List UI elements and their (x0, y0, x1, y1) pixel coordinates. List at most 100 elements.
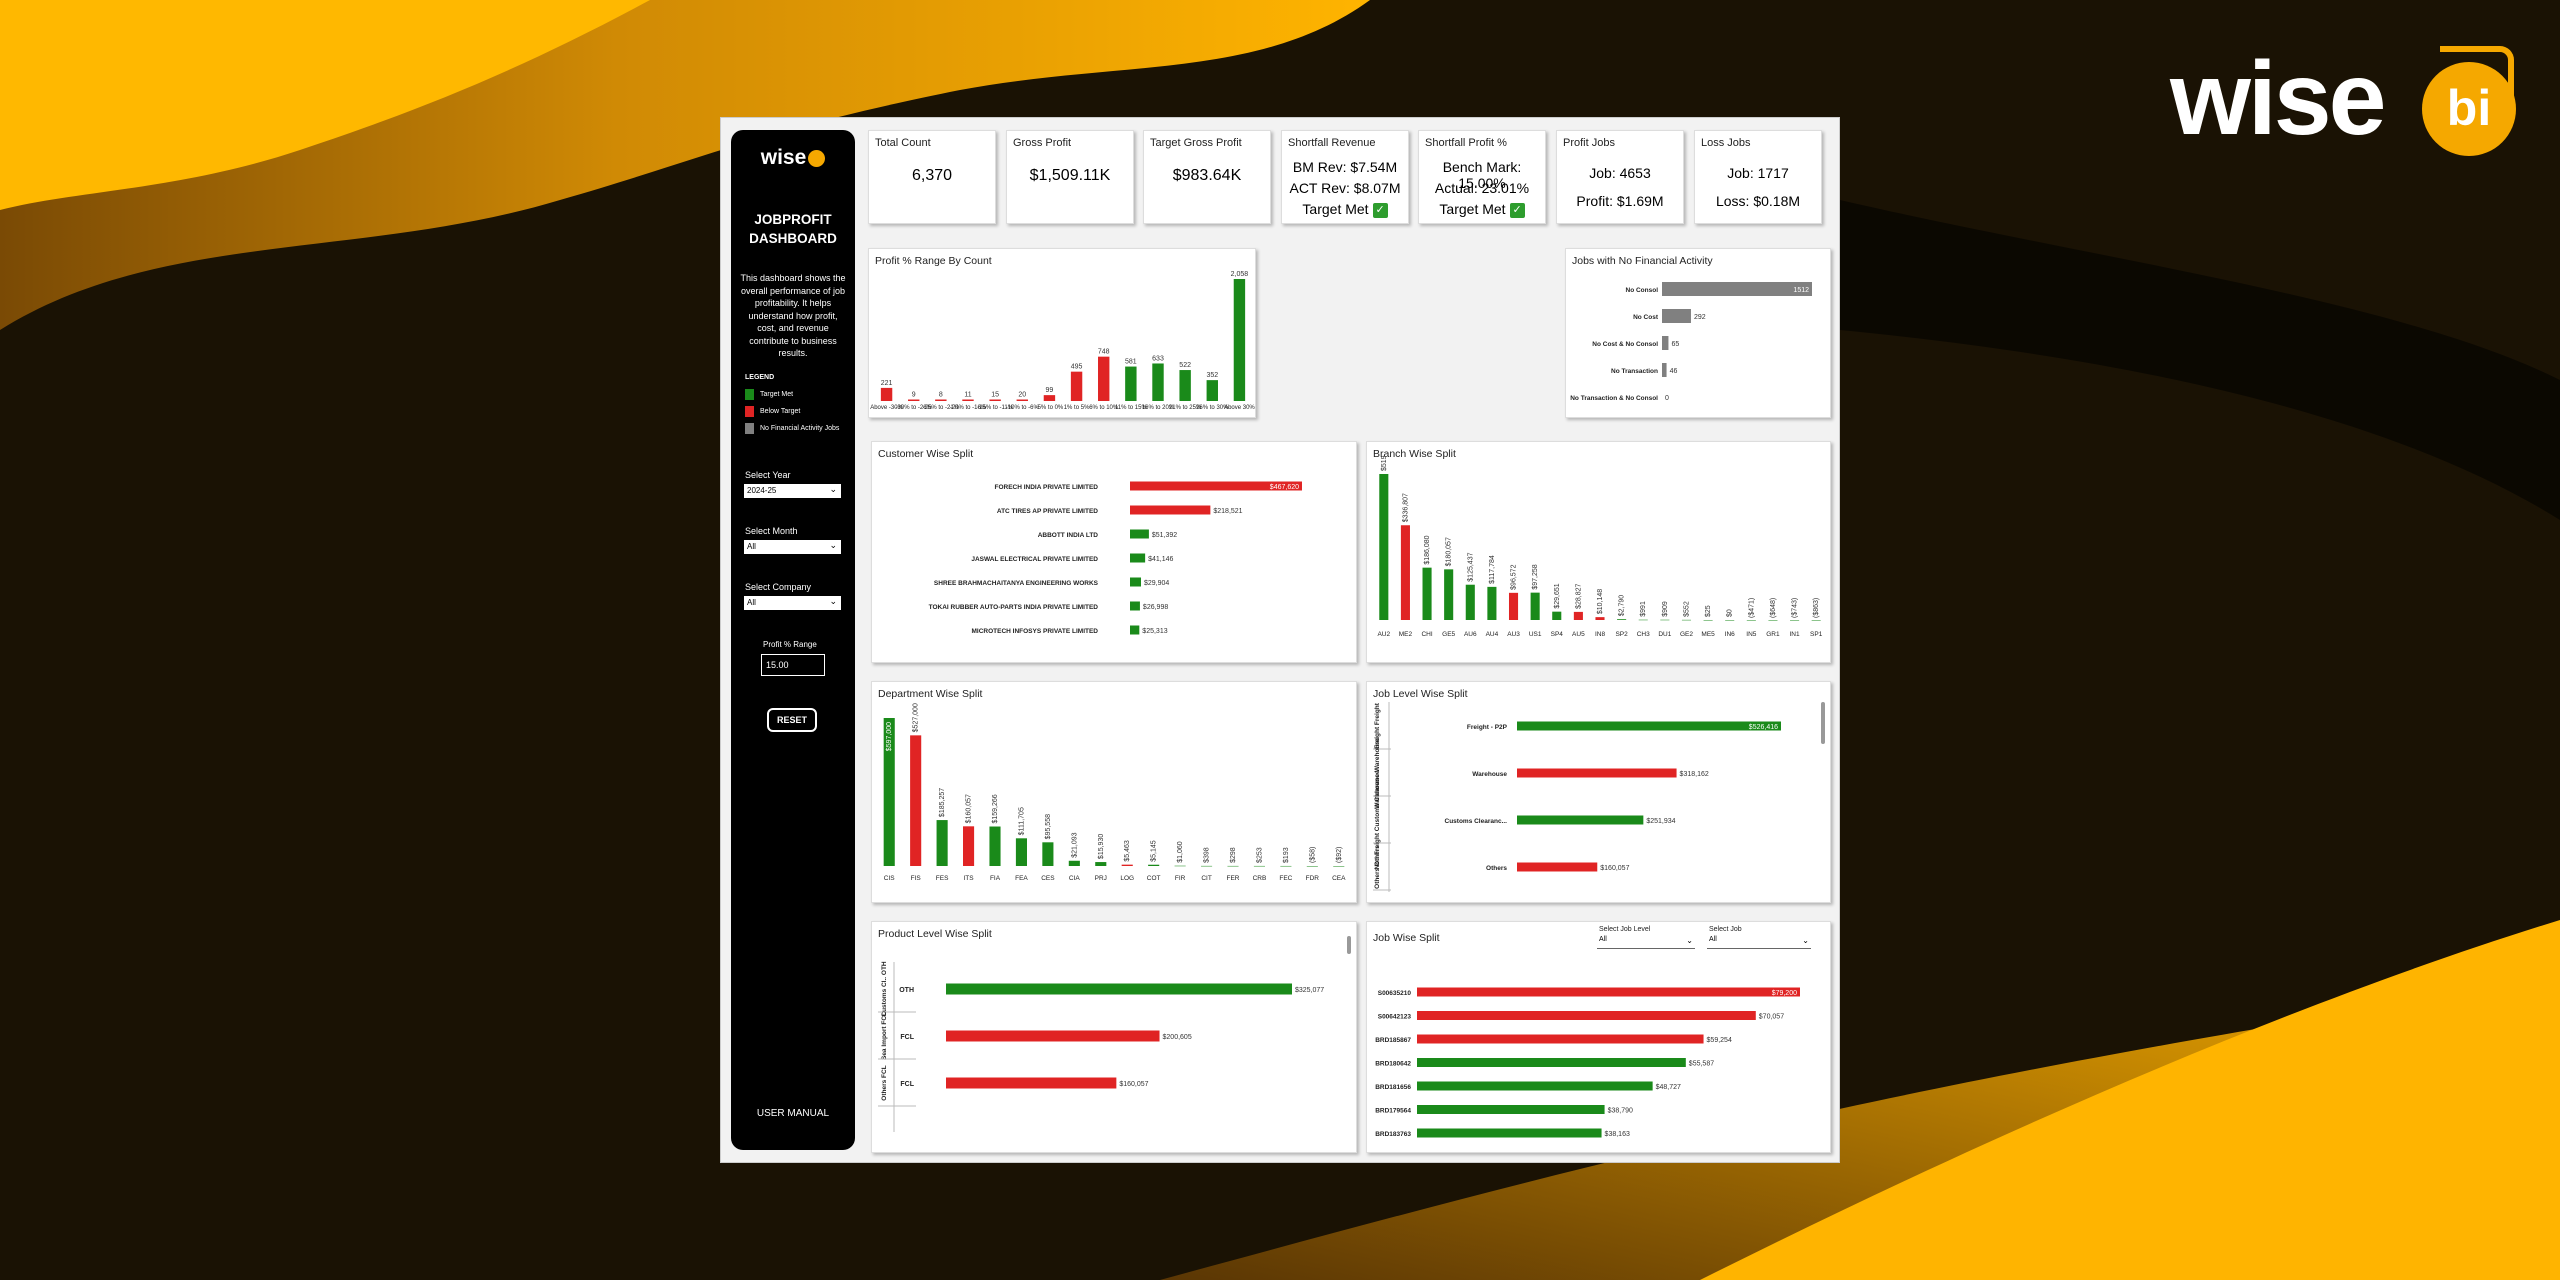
bar[interactable] (1552, 611, 1562, 620)
bar[interactable] (1517, 768, 1677, 778)
bar[interactable] (1152, 363, 1164, 401)
bar[interactable] (1130, 505, 1211, 515)
bar[interactable] (1417, 1011, 1756, 1020)
year-select[interactable]: 2024-25 ⌄ (744, 484, 841, 498)
bar[interactable] (1130, 625, 1140, 635)
bar[interactable] (1068, 860, 1080, 866)
company-select[interactable]: All ⌄ (744, 596, 841, 610)
bar[interactable] (1681, 619, 1692, 621)
bar[interactable] (1098, 356, 1110, 401)
bar[interactable] (1130, 577, 1141, 587)
chart-svg: OTH $325,077 FCL $200,605 FCL $160,057 Customs… (878, 936, 1351, 1132)
bar[interactable] (1517, 862, 1598, 872)
bar[interactable] (1379, 474, 1389, 620)
bar[interactable] (1422, 567, 1432, 620)
bar[interactable] (963, 826, 975, 866)
bar[interactable] (1444, 569, 1454, 620)
bar[interactable] (1417, 1128, 1602, 1138)
bar[interactable] (1306, 866, 1318, 867)
bar[interactable] (1508, 592, 1519, 620)
bar[interactable] (1253, 865, 1265, 867)
bar[interactable] (1070, 371, 1083, 401)
bar[interactable] (1638, 619, 1648, 621)
bar[interactable] (1233, 279, 1246, 401)
data-label: $48,727 (1656, 1084, 1681, 1091)
bar[interactable] (1487, 586, 1497, 620)
bar[interactable] (1746, 620, 1756, 621)
bar[interactable] (1703, 619, 1713, 621)
bar[interactable] (1725, 620, 1735, 621)
bar[interactable] (1417, 1105, 1605, 1114)
bar[interactable] (1227, 865, 1239, 867)
bar[interactable] (1125, 366, 1137, 401)
bar[interactable] (1573, 611, 1583, 620)
bar[interactable] (1148, 864, 1160, 866)
bar[interactable] (1016, 399, 1028, 402)
bar[interactable] (1130, 553, 1146, 563)
bar[interactable] (908, 399, 920, 402)
bar[interactable] (1400, 525, 1410, 620)
bar[interactable] (936, 820, 948, 866)
bar[interactable] (1417, 1034, 1704, 1044)
bar[interactable] (1417, 1058, 1686, 1067)
bar[interactable] (989, 826, 1001, 866)
bar[interactable] (1768, 620, 1778, 621)
scrollbar[interactable] (1347, 936, 1351, 954)
bar[interactable] (1517, 721, 1781, 731)
bar[interactable] (1617, 619, 1627, 620)
bar[interactable] (1517, 815, 1644, 825)
bar[interactable] (1201, 865, 1213, 867)
job-select[interactable]: All ⌄ (1707, 936, 1811, 949)
bar[interactable] (1662, 363, 1667, 377)
bar[interactable] (946, 983, 1292, 995)
bar[interactable] (1662, 309, 1691, 323)
bar[interactable] (1121, 864, 1133, 866)
kpi-shortfall-profit: Shortfall Profit % Bench Mark: 15.00% Ac… (1418, 130, 1546, 224)
panel-job-level-split: Freight - P2P $526,416 Warehouse $318,162 Cu… (1366, 681, 1831, 903)
bar[interactable] (1130, 529, 1149, 539)
scrollbar[interactable] (1821, 702, 1825, 744)
bar[interactable] (1206, 380, 1218, 401)
data-label: 633 (1152, 355, 1164, 362)
bar[interactable] (1280, 865, 1292, 867)
kpi-title: Gross Profit (1013, 137, 1072, 149)
legend: LEGEND Target Met Below Target No Financ… (745, 374, 839, 440)
user-manual-link[interactable]: USER MANUAL (756, 1108, 830, 1119)
bar[interactable] (1130, 601, 1140, 611)
reset-button[interactable]: RESET (767, 708, 817, 732)
bar[interactable] (1465, 584, 1475, 620)
data-label: $55,587 (1689, 1061, 1714, 1068)
bar[interactable] (883, 718, 895, 866)
bar[interactable] (1333, 866, 1345, 867)
bar[interactable] (1174, 865, 1186, 867)
bar[interactable] (1042, 842, 1054, 866)
bar[interactable] (1662, 282, 1812, 296)
bar[interactable] (1530, 592, 1540, 620)
bar[interactable] (989, 399, 1001, 402)
bar[interactable] (946, 1077, 1117, 1089)
legend-item-no-activity: No Financial Activity Jobs (745, 423, 839, 434)
bar[interactable] (1660, 619, 1670, 621)
job-level-select[interactable]: All ⌄ (1597, 936, 1695, 949)
bar[interactable] (1417, 987, 1800, 997)
bar[interactable] (946, 1030, 1160, 1042)
month-select[interactable]: All ⌄ (744, 540, 841, 554)
bar[interactable] (1595, 617, 1605, 620)
bar[interactable] (910, 735, 922, 866)
kpi-line: Actual: 23.01% (1434, 180, 1530, 196)
bar[interactable] (1179, 370, 1191, 401)
bar[interactable] (1811, 620, 1821, 621)
data-label: ($92) (1336, 847, 1343, 863)
bar[interactable] (935, 399, 947, 402)
bar[interactable] (1043, 395, 1056, 401)
bar[interactable] (962, 399, 974, 402)
profit-range-input[interactable]: 15.00 (761, 654, 825, 676)
bar[interactable] (1417, 1081, 1653, 1091)
bar[interactable] (1662, 336, 1669, 350)
sidebar-logo-text: wise (760, 146, 807, 169)
bar[interactable] (1095, 862, 1107, 866)
bar[interactable] (1790, 620, 1800, 621)
bar[interactable] (1015, 838, 1027, 866)
bar[interactable] (1130, 481, 1302, 491)
bar[interactable] (880, 387, 893, 401)
